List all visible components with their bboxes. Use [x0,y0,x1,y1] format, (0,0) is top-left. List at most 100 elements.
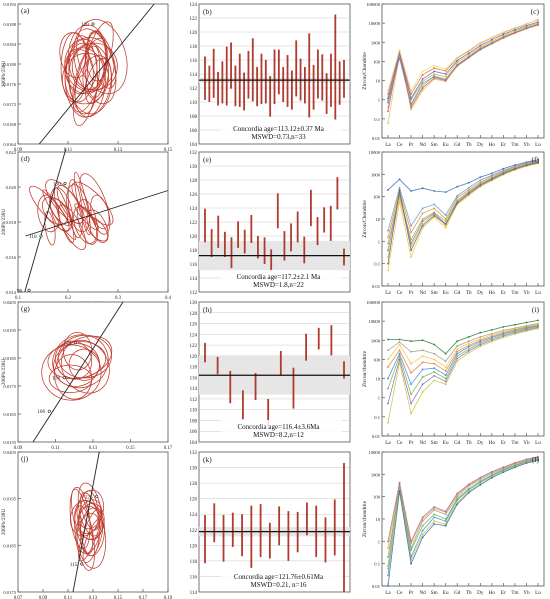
ree-point [502,33,505,36]
ree-pattern-line [387,325,539,386]
y-tick-label: 1000 [371,472,381,477]
error-ellipse [37,194,60,233]
ree-point [467,348,470,350]
age-error-bar [278,506,281,546]
ree-point [444,220,447,223]
ree-point [444,383,447,386]
y-tick-label: 128 [190,312,198,317]
panel-label: (h) [203,305,212,314]
ree-point [444,73,447,75]
age-error-bar [256,67,259,107]
ree-point [410,256,412,258]
y-tick-label: 128 [190,179,198,184]
ree-frame [381,451,545,587]
x-tick-label: 0.15 [164,148,173,153]
ree-point [433,371,436,373]
age-error-bar [247,50,250,99]
element-label: Ce [397,590,403,596]
age-error-bar [204,515,206,564]
ree-patterns [387,18,539,125]
ree-point [525,22,528,25]
element-label: Ce [397,290,403,296]
age-error-bar [242,390,244,420]
panel-label: (k) [203,455,212,464]
y-tick-label: 100 [373,357,381,362]
age-error-bar [279,351,282,376]
y-axis-title: 206Pb/238U [1,509,7,535]
ree-pattern-line [387,160,539,238]
y-axis-title: Zircon/Chondrite [362,200,368,238]
ree-point [398,361,401,364]
element-label: Sm [431,440,438,446]
ree-point [387,93,389,95]
error-ellipse [41,196,69,225]
ree-point [410,562,412,565]
ree-point [444,380,447,383]
ree-point [433,505,436,508]
ree-point [444,377,447,380]
error-ellipses [41,332,113,401]
age-error-bar [282,67,285,102]
x-tick-label: 0.3 [115,296,122,301]
ree-pattern-line [387,323,539,362]
element-label: La [385,142,391,148]
element-label: Tb [466,590,472,596]
ree-point [444,518,447,520]
ree-point [456,64,459,66]
ree-point [398,343,401,346]
ree-point [433,362,436,365]
age-error-bar [296,211,299,243]
ree-point [444,68,447,70]
y-tick-label: 120 [190,355,198,360]
ree-point [490,38,493,41]
y-tick-label: 1000 [371,338,381,343]
ree-point [502,335,505,338]
ree-point [387,122,389,125]
element-label: Lu [535,440,541,446]
ree-point [387,269,389,272]
ree-point [387,236,389,239]
ree-point [410,190,412,192]
y-tick-label: 0.0188 [3,22,16,27]
y-tick-label: 0.0172 [3,102,16,107]
age-error-bar [263,237,266,264]
ree-point [479,483,482,486]
ree-patterns [387,319,539,424]
ree-point [525,460,528,463]
y-tick-label: 10000 [369,450,381,455]
y-tick-label: 116 [190,575,198,580]
ree-point [537,319,539,322]
ree-point [479,181,482,183]
y-tick-label: 0.0180 [3,62,16,67]
age-error-bar [273,49,276,105]
age-error-bar [208,65,211,102]
age-error-bar [216,356,219,375]
panel-label: (e) [203,155,212,164]
y-tick-label: 108 [190,115,198,120]
element-label: Nd [419,590,426,596]
y-tick-label: 1 [378,239,381,244]
ree-point [410,350,412,353]
ree-point [410,540,412,543]
element-label: Dy [477,440,484,446]
y-tick-label: 130 [190,467,198,472]
age-label: 130 [53,182,61,188]
y-tick-label: 10 [375,79,380,84]
ree-point [433,507,436,510]
x-tick-label: 0.15 [114,596,123,599]
error-ellipse [72,45,101,127]
ree-point [398,352,401,355]
age-label: 106 [37,409,45,415]
ree-point [444,352,447,355]
ree-point [433,70,436,73]
age-error-bar [304,67,306,104]
ree-point [444,191,447,194]
age-marker [63,182,67,186]
ree-point [398,57,401,59]
error-ellipse [61,52,109,105]
ree-point [467,53,470,56]
panel-label: (j) [21,454,29,463]
y-tick-label: 0.022 [6,150,17,155]
ree-point [387,338,389,341]
ree-point [456,503,459,506]
